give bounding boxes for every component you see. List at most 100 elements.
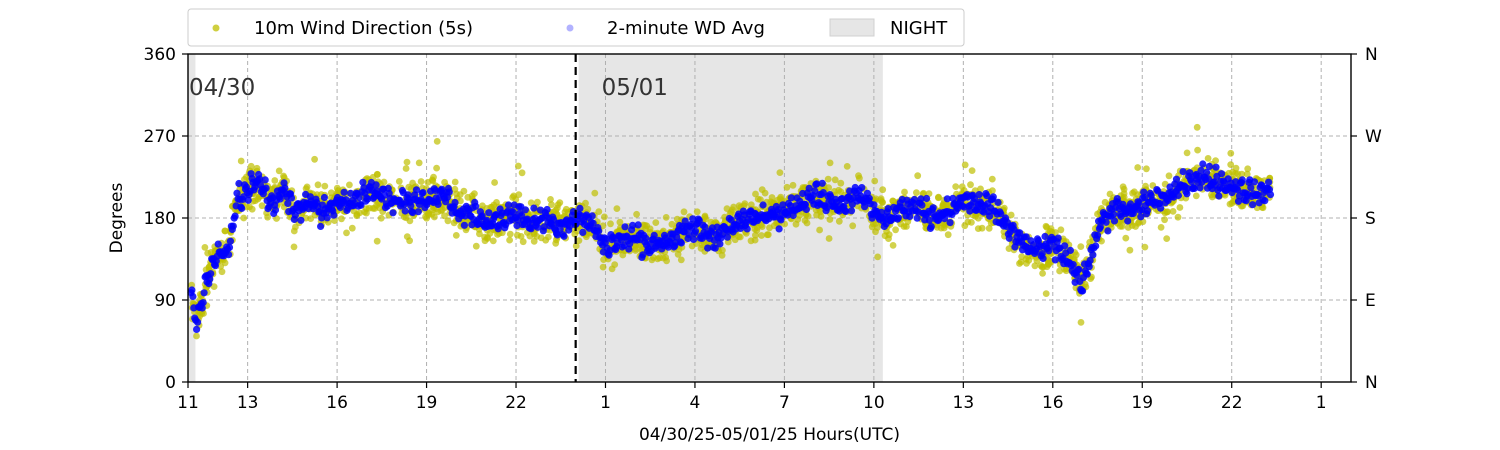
wd-average-point <box>1110 217 1119 225</box>
x-tick-label-2: 16 <box>326 393 348 413</box>
wd-average-point <box>1054 234 1062 242</box>
x-tick-label-10: 16 <box>1042 393 1064 413</box>
wind-direction-point <box>237 157 245 165</box>
wd-average-point <box>975 191 983 199</box>
wd-average-point <box>689 215 697 223</box>
day-label-0: 04/30 <box>189 75 255 101</box>
wind-direction-point <box>1129 189 1136 197</box>
wind-direction-point <box>545 233 552 241</box>
legend-marker-night <box>829 18 875 37</box>
wd-average-point <box>540 223 548 231</box>
wind-direction-point <box>825 235 833 242</box>
wd-average-point <box>1205 162 1213 170</box>
wind-direction-point <box>506 236 513 244</box>
wd-average-point <box>595 227 603 235</box>
wind-direction-point <box>1165 172 1173 180</box>
y-right-tick-label-1: E <box>1365 291 1376 311</box>
wind-direction-point <box>348 224 356 232</box>
wind-direction-point <box>472 242 480 250</box>
wd-average-point <box>716 240 724 248</box>
wd-average-point <box>1094 231 1102 239</box>
wd-average-point <box>1172 175 1181 183</box>
wind-direction-point <box>1042 290 1050 297</box>
day-label-1: 05/01 <box>602 75 668 101</box>
wind-direction-point <box>601 213 608 221</box>
wd-average-point <box>1199 160 1207 168</box>
wind-direction-point <box>952 183 960 191</box>
legend: 10m Wind Direction (5s) 2-minute WD Avg … <box>187 8 965 47</box>
wind-direction-point <box>422 213 429 221</box>
wind-direction-point <box>519 238 527 246</box>
wd-average-point <box>1039 254 1047 263</box>
wind-direction-point <box>988 175 996 183</box>
wind-direction-point <box>944 231 952 239</box>
wd-average-point <box>231 212 239 220</box>
wind-direction-point <box>913 189 920 197</box>
wd-average-point <box>589 219 597 227</box>
wd-average-point <box>1086 256 1094 265</box>
wd-average-point <box>297 216 305 224</box>
wd-average-point <box>389 209 397 217</box>
wind-direction-point <box>290 227 298 235</box>
wd-average-point <box>1197 166 1205 175</box>
x-tick-label-0: 11 <box>177 393 199 413</box>
wd-average-point <box>340 188 348 196</box>
wind-direction-point <box>776 169 784 177</box>
wd-average-point <box>858 184 866 192</box>
wd-average-point <box>1188 178 1196 186</box>
wind-direction-point <box>633 210 640 218</box>
wind-direction-point <box>1243 170 1251 178</box>
wind-direction-point <box>735 233 743 241</box>
wd-average-point <box>625 245 633 253</box>
legend-box <box>187 8 965 47</box>
wd-average-point <box>553 231 562 239</box>
wd-average-point <box>1212 163 1220 171</box>
wind-direction-point <box>974 225 982 233</box>
wind-direction-point <box>402 214 410 222</box>
wd-average-point <box>787 194 795 202</box>
wind-direction-point <box>741 200 749 208</box>
legend-marker-wd-average <box>566 24 574 32</box>
wind-direction-point <box>481 237 489 245</box>
wd-average-point <box>986 212 994 220</box>
y-right-tick-label-3: W <box>1365 127 1382 147</box>
wind-direction-point <box>892 226 899 234</box>
x-tick-label-3: 19 <box>416 393 438 413</box>
wd-average-point <box>199 299 207 307</box>
wind-direction-point <box>1194 146 1201 154</box>
wind-direction-point <box>652 219 660 227</box>
y-left-tick-label-4: 360 <box>144 45 176 65</box>
wd-average-point <box>1083 270 1091 278</box>
wind-direction-point <box>764 231 772 239</box>
wind-direction-point <box>1161 216 1168 224</box>
y-left-tick-label-3: 270 <box>144 127 176 147</box>
wind-direction-point <box>534 198 541 206</box>
wd-average-point <box>1261 197 1269 205</box>
wd-average-point <box>802 205 811 214</box>
wd-average-point <box>412 186 421 194</box>
wd-average-point <box>206 275 214 283</box>
wind-direction-point <box>1057 226 1065 234</box>
wind-direction-point <box>758 186 766 194</box>
wind-direction-point <box>290 243 298 251</box>
wind-direction-point <box>450 219 458 227</box>
wd-average-point <box>530 204 538 212</box>
wind-direction-point <box>1227 149 1235 157</box>
wd-average-point <box>509 208 517 216</box>
wind-direction-point <box>801 217 809 224</box>
wd-average-point <box>1069 261 1077 269</box>
wind-direction-point <box>1045 260 1053 268</box>
wd-average-point <box>472 202 480 210</box>
wind-direction-point <box>547 196 554 203</box>
wd-average-point <box>355 194 363 202</box>
wind-direction-point <box>751 236 759 244</box>
wind-direction-point <box>1061 265 1068 273</box>
wd-average-point <box>1079 287 1087 295</box>
wind-direction-point <box>783 183 791 191</box>
wind-direction-point <box>914 172 922 180</box>
wind-direction-point <box>1193 123 1201 131</box>
wind-direction-point <box>901 188 908 196</box>
wind-direction-point <box>433 138 441 145</box>
wind-direction-point <box>275 167 283 175</box>
wind-direction-point <box>1122 234 1130 242</box>
